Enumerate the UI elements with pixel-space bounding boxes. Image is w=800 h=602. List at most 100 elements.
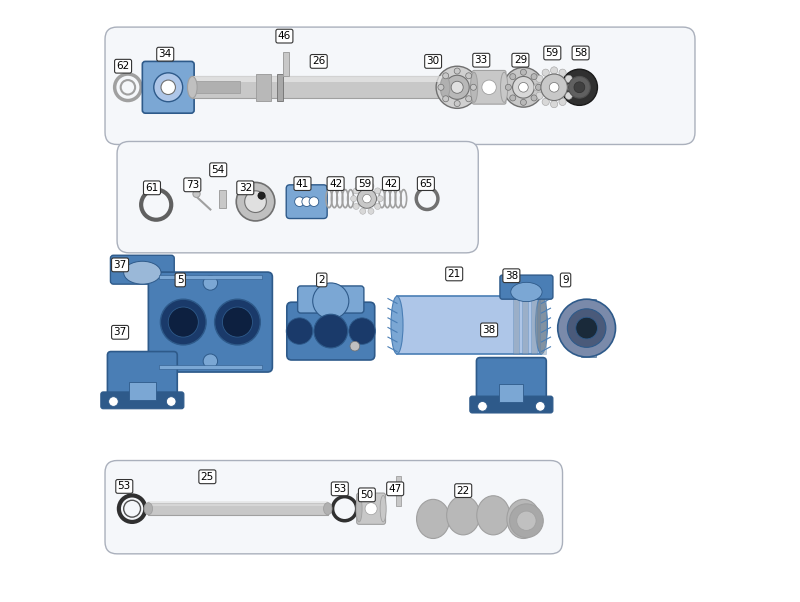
Circle shape	[478, 402, 487, 411]
Ellipse shape	[124, 261, 161, 284]
Circle shape	[203, 354, 218, 368]
Ellipse shape	[440, 76, 450, 98]
Text: 50: 50	[360, 490, 374, 500]
Circle shape	[368, 208, 374, 214]
Circle shape	[193, 190, 200, 197]
Text: 37: 37	[114, 327, 126, 337]
Ellipse shape	[510, 282, 542, 302]
Bar	[581, 299, 596, 357]
Bar	[218, 190, 226, 208]
Bar	[255, 74, 270, 101]
Circle shape	[353, 203, 359, 209]
Ellipse shape	[417, 499, 450, 538]
Circle shape	[576, 317, 598, 339]
Ellipse shape	[144, 503, 153, 515]
Circle shape	[350, 196, 357, 202]
Circle shape	[360, 183, 366, 189]
Circle shape	[109, 397, 118, 406]
Circle shape	[534, 84, 541, 91]
Circle shape	[550, 67, 558, 74]
Circle shape	[374, 188, 381, 194]
Circle shape	[222, 307, 253, 337]
Circle shape	[531, 95, 537, 101]
Ellipse shape	[507, 499, 540, 538]
Circle shape	[562, 69, 598, 105]
Circle shape	[470, 84, 477, 90]
Text: 21: 21	[447, 269, 461, 279]
Bar	[513, 296, 518, 354]
FancyBboxPatch shape	[110, 255, 174, 284]
Bar	[499, 384, 523, 402]
Text: 47: 47	[389, 484, 402, 494]
Text: 58: 58	[574, 48, 587, 58]
Bar	[159, 275, 262, 279]
Circle shape	[258, 192, 265, 199]
Circle shape	[559, 69, 566, 76]
Bar	[148, 501, 328, 506]
Text: 41: 41	[296, 179, 309, 188]
FancyBboxPatch shape	[286, 185, 327, 219]
Text: 34: 34	[158, 49, 172, 59]
Text: 59: 59	[546, 48, 559, 58]
Text: 5: 5	[177, 275, 183, 285]
Circle shape	[542, 98, 550, 105]
Text: 65: 65	[419, 179, 433, 188]
Text: 26: 26	[312, 57, 326, 66]
Ellipse shape	[323, 503, 332, 515]
Text: 42: 42	[384, 179, 398, 188]
Circle shape	[350, 341, 360, 351]
Circle shape	[535, 84, 542, 90]
Circle shape	[313, 283, 349, 319]
Ellipse shape	[446, 496, 480, 535]
Circle shape	[518, 82, 528, 92]
Text: 59: 59	[358, 179, 371, 188]
Circle shape	[286, 318, 313, 344]
Circle shape	[362, 194, 371, 203]
Circle shape	[520, 99, 526, 105]
Circle shape	[154, 73, 182, 102]
FancyBboxPatch shape	[105, 461, 562, 554]
Circle shape	[466, 73, 472, 79]
Ellipse shape	[391, 296, 403, 354]
Circle shape	[368, 183, 374, 189]
Circle shape	[520, 69, 526, 75]
Circle shape	[569, 76, 590, 98]
Bar	[282, 52, 289, 76]
Circle shape	[517, 511, 536, 530]
Bar	[396, 476, 402, 506]
Bar	[192, 76, 445, 82]
Text: 73: 73	[186, 180, 199, 190]
Circle shape	[438, 84, 444, 90]
Text: 2: 2	[318, 275, 325, 285]
FancyBboxPatch shape	[298, 286, 364, 313]
Ellipse shape	[535, 296, 547, 354]
Circle shape	[536, 75, 543, 82]
Bar	[159, 365, 262, 369]
Circle shape	[531, 73, 537, 79]
Text: 38: 38	[505, 271, 518, 281]
Text: 33: 33	[474, 55, 488, 65]
Circle shape	[374, 203, 381, 209]
Ellipse shape	[380, 495, 386, 522]
Circle shape	[565, 75, 572, 82]
Circle shape	[358, 189, 377, 208]
Bar	[192, 81, 241, 93]
Circle shape	[482, 80, 496, 95]
FancyBboxPatch shape	[101, 392, 184, 409]
Circle shape	[542, 69, 550, 76]
Text: 42: 42	[329, 179, 342, 188]
Circle shape	[506, 84, 511, 90]
FancyBboxPatch shape	[477, 358, 546, 410]
Circle shape	[510, 95, 516, 101]
Circle shape	[360, 208, 366, 214]
Text: 30: 30	[426, 57, 440, 66]
Circle shape	[161, 299, 206, 345]
Bar	[540, 296, 546, 354]
Circle shape	[535, 402, 545, 411]
Circle shape	[536, 92, 543, 99]
Circle shape	[454, 101, 460, 107]
Circle shape	[214, 299, 260, 345]
Text: 29: 29	[514, 55, 527, 65]
Text: 62: 62	[117, 61, 130, 71]
Circle shape	[353, 188, 359, 194]
